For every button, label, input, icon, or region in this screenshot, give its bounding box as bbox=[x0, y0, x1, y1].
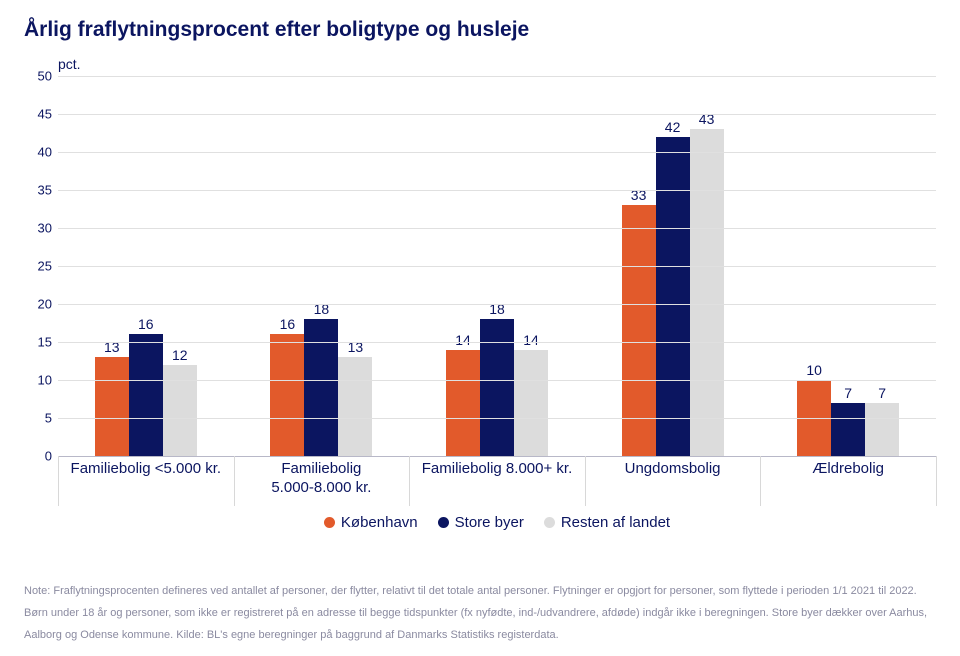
bar-value-label: 16 bbox=[280, 316, 296, 332]
bar bbox=[831, 403, 865, 456]
category-label: Ungdomsbolig bbox=[585, 460, 761, 498]
chart-title: Årlig fraflytningsprocent efter boligtyp… bbox=[24, 18, 936, 42]
bar-column: 18 bbox=[304, 301, 338, 456]
y-tick-label: 30 bbox=[24, 221, 52, 236]
gridline bbox=[58, 152, 936, 153]
legend-swatch bbox=[544, 517, 555, 528]
chart-note: Note: Fraflytningsprocenten defineres ve… bbox=[24, 580, 936, 646]
legend-swatch bbox=[438, 517, 449, 528]
gridline bbox=[58, 114, 936, 115]
bar bbox=[270, 334, 304, 456]
bar-column: 42 bbox=[656, 119, 690, 456]
legend-label: København bbox=[341, 514, 418, 531]
bar-value-label: 7 bbox=[878, 385, 886, 401]
bar-value-label: 14 bbox=[455, 332, 471, 348]
legend-label: Store byer bbox=[455, 514, 524, 531]
y-tick-label: 45 bbox=[24, 107, 52, 122]
gridline bbox=[58, 380, 936, 381]
chart-container: Årlig fraflytningsprocent efter boligtyp… bbox=[0, 0, 960, 656]
y-tick-label: 20 bbox=[24, 297, 52, 312]
legend: København Store byer Resten af landet bbox=[58, 514, 936, 531]
bar-value-label: 42 bbox=[665, 119, 681, 135]
bar bbox=[338, 357, 372, 456]
legend-item: Resten af landet bbox=[544, 514, 670, 531]
bar-column: 16 bbox=[129, 316, 163, 456]
legend-item: Store byer bbox=[438, 514, 524, 531]
bar-value-label: 14 bbox=[523, 332, 539, 348]
bar bbox=[304, 319, 338, 456]
category-separator bbox=[936, 456, 937, 506]
bar-group-inner: 13 16 12 bbox=[95, 316, 197, 456]
bar-column: 43 bbox=[690, 111, 724, 456]
y-tick-label: 5 bbox=[24, 411, 52, 426]
bar-group-inner: 14 18 14 bbox=[446, 301, 548, 456]
bar-group-inner: 16 1813 bbox=[270, 301, 372, 456]
y-tick-label: 25 bbox=[24, 259, 52, 274]
y-tick-label: 0 bbox=[24, 449, 52, 464]
legend-swatch bbox=[324, 517, 335, 528]
category-label: Familiebolig5.000-8.000 kr. bbox=[234, 460, 410, 498]
gridline bbox=[58, 342, 936, 343]
bar-column: 7 bbox=[831, 385, 865, 456]
bar-group-inner: 334243 bbox=[622, 111, 724, 456]
y-tick-label: 10 bbox=[24, 373, 52, 388]
bar-value-label: 12 bbox=[172, 347, 188, 363]
bar-value-label: 7 bbox=[844, 385, 852, 401]
gridline bbox=[58, 190, 936, 191]
bar bbox=[163, 365, 197, 456]
gridline bbox=[58, 76, 936, 77]
bar bbox=[690, 129, 724, 456]
bar bbox=[95, 357, 129, 456]
bar bbox=[656, 137, 690, 456]
bar-value-label: 10 bbox=[806, 362, 822, 378]
bar bbox=[514, 350, 548, 456]
plot-wrap: pct. 05101520253035404550 13161216181314… bbox=[24, 56, 936, 546]
bar-column: 13 bbox=[95, 339, 129, 456]
bar-column: 14 bbox=[446, 332, 480, 456]
gridline bbox=[58, 228, 936, 229]
bar bbox=[480, 319, 514, 456]
category-label: Familiebolig 8.000+ kr. bbox=[409, 460, 585, 498]
bar-group-inner: 10 7 7 bbox=[797, 362, 899, 456]
bar-column: 12 bbox=[163, 347, 197, 456]
gridline bbox=[58, 266, 936, 267]
category-labels: Familiebolig <5.000 kr.Familiebolig5.000… bbox=[58, 460, 936, 498]
bar-column: 14 bbox=[514, 332, 548, 456]
category-label: Ældrebolig bbox=[760, 460, 936, 498]
y-tick-label: 40 bbox=[24, 145, 52, 160]
y-axis-unit: pct. bbox=[58, 56, 81, 72]
bar bbox=[865, 403, 899, 456]
plot-area: 1316121618131418143342431077 bbox=[58, 76, 936, 456]
y-tick-label: 50 bbox=[24, 69, 52, 84]
bar bbox=[446, 350, 480, 456]
bar-column: 10 bbox=[797, 362, 831, 456]
legend-label: Resten af landet bbox=[561, 514, 670, 531]
bar-column: 7 bbox=[865, 385, 899, 456]
bar-column: 13 bbox=[338, 339, 372, 456]
bar-column: 16 bbox=[270, 316, 304, 456]
gridline bbox=[58, 304, 936, 305]
category-label: Familiebolig <5.000 kr. bbox=[58, 460, 234, 498]
bar-value-label: 16 bbox=[138, 316, 154, 332]
y-tick-label: 35 bbox=[24, 183, 52, 198]
bar bbox=[129, 334, 163, 456]
bar-column: 18 bbox=[480, 301, 514, 456]
legend-item: København bbox=[324, 514, 418, 531]
y-tick-label: 15 bbox=[24, 335, 52, 350]
gridline bbox=[58, 456, 936, 457]
gridline bbox=[58, 418, 936, 419]
